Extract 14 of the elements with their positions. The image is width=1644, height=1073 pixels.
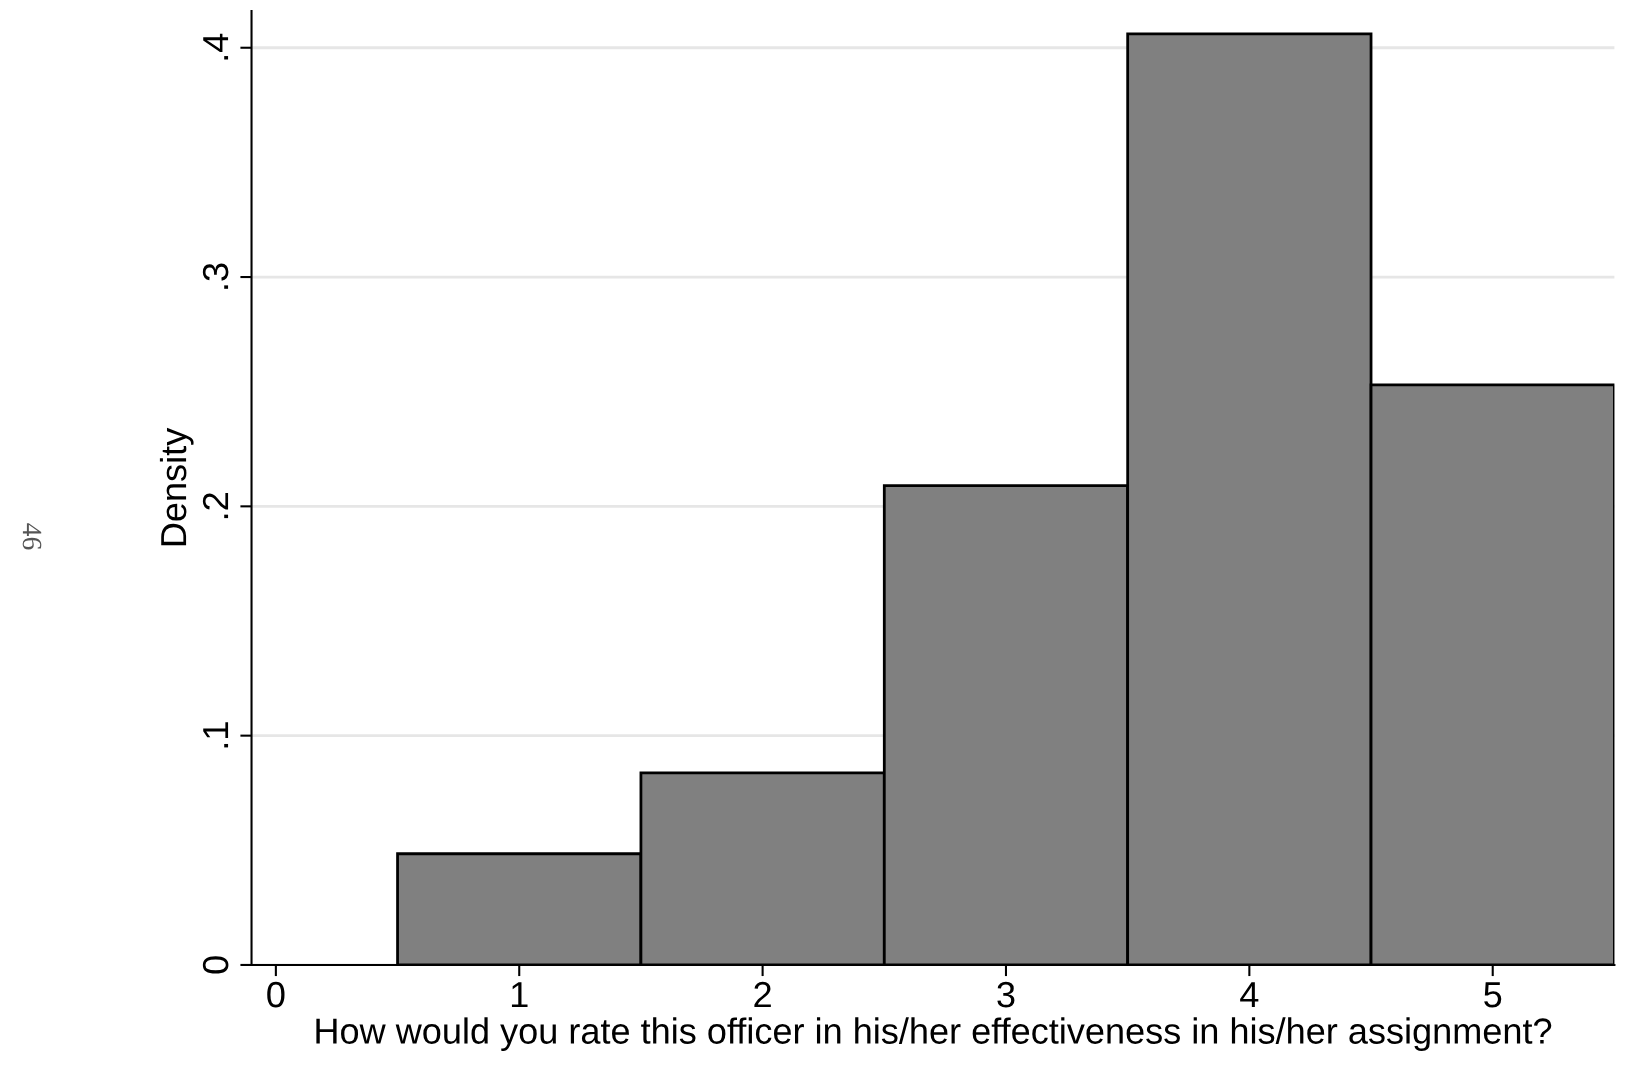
y-tick-label: .2 [202,493,229,519]
y-tick-label: .3 [202,263,229,289]
x-tick-label: 0 [267,981,285,1008]
x-tick-label: 3 [997,981,1015,1008]
x-tick-label: 2 [754,981,771,1008]
y-tick-label: 0 [202,956,229,974]
y-tick-label: .4 [203,33,229,60]
y-tick-label: .1 [203,722,229,748]
y-axis-title: Density [159,427,194,546]
text: 46 [22,523,42,550]
x-tick-label: 5 [1484,982,1502,1008]
x-tick-label: 1 [511,982,528,1008]
x-tick-label: 4 [1240,982,1259,1008]
x-axis-title: How would you rate this officer in his/her effectiveness in his/her assignment? [316,1017,1552,1052]
